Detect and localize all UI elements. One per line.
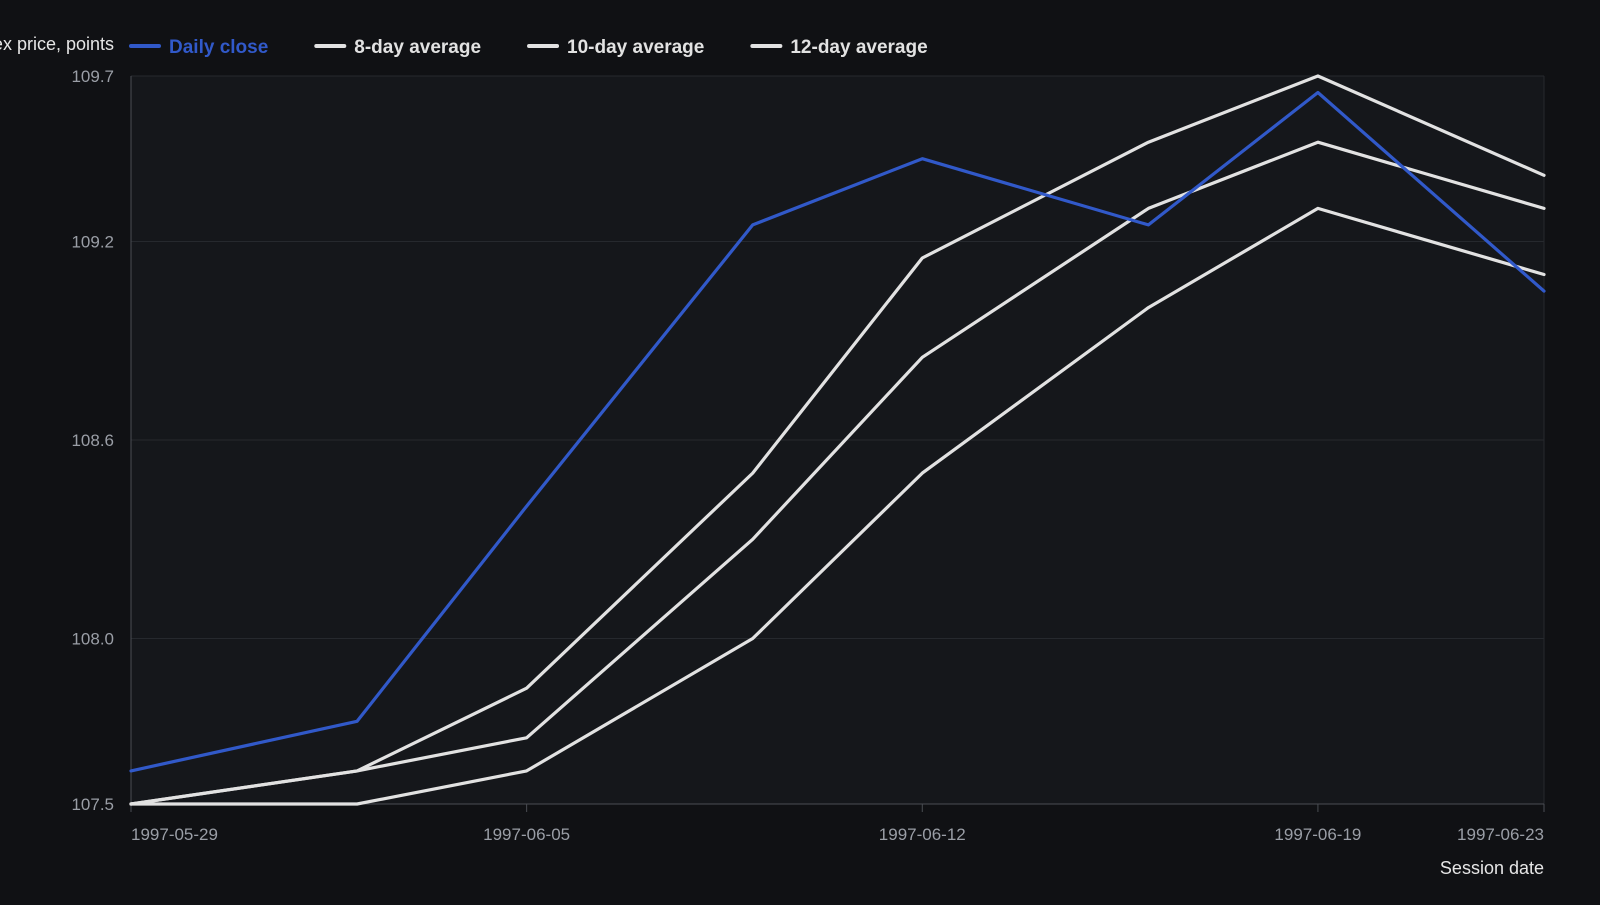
legend-item-daily-close: Daily close [129, 37, 268, 58]
y-axis-title: Index price, points [0, 34, 114, 54]
legend-label: 8-day average [354, 37, 481, 58]
legend-item-8-day-average: 8-day average [314, 37, 481, 58]
legend: Daily close 8-day average 10-day average 12… [129, 37, 928, 58]
legend-label: Daily close [169, 37, 268, 58]
y-tick-label: 107.5 [71, 795, 114, 814]
series-line-8-day-average [129, 74, 1546, 806]
series-line-12-day-average [129, 206, 1546, 806]
axes: 107.5 108.0 108.6 109.2 109.7 1997-05-29 1997-… [71, 67, 1545, 844]
series-line-10-day-average [129, 140, 1546, 806]
x-tick-label: 1997-06-23 [1457, 825, 1544, 844]
x-tick-label: 1997-06-12 [879, 825, 966, 844]
y-tick-label: 108.0 [71, 630, 114, 649]
legend-item-10-day-average: 10-day average [527, 37, 704, 58]
x-tick-label: 1997-06-05 [483, 825, 570, 844]
x-tick-label: 1997-05-29 [131, 825, 218, 844]
x-tick-label: 1997-06-19 [1274, 825, 1361, 844]
y-tick-label: 109.2 [71, 232, 114, 251]
y-tick-label: 109.7 [71, 67, 114, 86]
legend-item-12-day-average: 12-day average [750, 37, 928, 58]
legend-label: 12-day average [790, 37, 927, 58]
series-line-daily-close [129, 90, 1546, 773]
legend-label: 10-day average [567, 37, 704, 58]
series-lines [129, 74, 1546, 806]
x-axis-title: Session date [1440, 858, 1544, 878]
y-tick-label: 108.6 [71, 431, 114, 450]
